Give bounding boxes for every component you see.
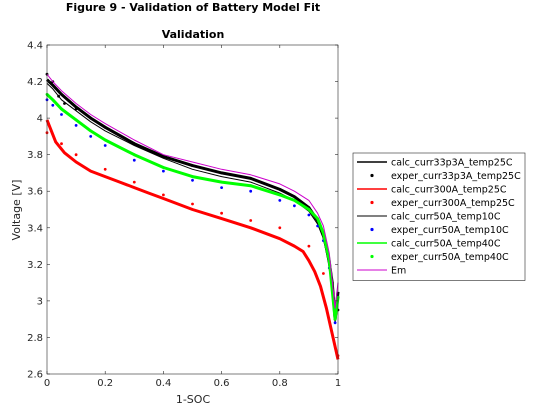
chart-title: Validation xyxy=(162,28,225,41)
axes-box xyxy=(46,44,339,375)
series-3-point xyxy=(191,202,194,206)
axes: 0 0.2 0.4 0.6 0.8 1 2.6 2.8 3 3.2 3.4 3.6 3.8 4 4.2 4.4 xyxy=(27,41,341,390)
series-7-point xyxy=(103,138,107,142)
plot-area xyxy=(45,45,340,374)
series-3-point xyxy=(60,142,63,146)
series-5-point xyxy=(333,321,337,325)
legend-label: calc_curr50A_temp40C xyxy=(391,238,501,249)
legend-label: exper_curr50A_temp40C xyxy=(391,252,509,263)
x-tick-label: 0 xyxy=(44,378,50,389)
series-1-point xyxy=(103,125,107,129)
series-1-point xyxy=(191,164,194,168)
legend-label: calc_curr33p3A_temp25C xyxy=(391,157,513,168)
x-tick-label: 0.6 xyxy=(214,378,230,389)
x-tick-label: 0.4 xyxy=(155,378,171,389)
legend-label: exper_curr300A_temp25C xyxy=(391,198,515,209)
series-7-point xyxy=(249,184,253,188)
series-5-point xyxy=(249,189,253,193)
legend-swatch-dot xyxy=(370,227,374,232)
figure-title: Figure 9 - Validation of Battery Model F… xyxy=(66,1,320,14)
series-3-point xyxy=(162,193,165,197)
series-5-point xyxy=(132,158,136,162)
x-tick-label: 0.2 xyxy=(97,378,113,389)
series-1-point xyxy=(249,177,253,180)
series-5-point xyxy=(162,169,165,173)
y-tick-label: 3.6 xyxy=(27,187,43,198)
series-5-point xyxy=(60,113,63,116)
series-3-point xyxy=(103,167,107,171)
series-7-point xyxy=(162,166,165,169)
x-axis-label: 1-SOC xyxy=(176,393,211,406)
series-3-point xyxy=(249,219,253,222)
series-3-point xyxy=(322,272,325,275)
y-axis-label: Voltage [V] xyxy=(10,180,23,241)
series-3-point xyxy=(132,180,136,184)
series-5-point xyxy=(74,124,78,127)
y-tick-label: 3.8 xyxy=(27,150,43,161)
series-5-point xyxy=(191,178,194,182)
legend-label: exper_curr33p3A_temp25C xyxy=(391,171,521,182)
series-7-point xyxy=(74,118,78,122)
legend-label: calc_curr50A_temp10C xyxy=(391,211,501,222)
y-tick-label: 3.4 xyxy=(27,223,43,234)
series-line-2 xyxy=(45,119,340,360)
series-3-point xyxy=(220,211,224,215)
series-7-point xyxy=(191,175,194,179)
y-tick-label: 3 xyxy=(37,296,43,307)
legend-label: Em xyxy=(391,265,406,276)
legend: calc_curr33p3A_temp25C exper_curr33p3A_te… xyxy=(352,152,526,281)
x-tick-label: 0.8 xyxy=(272,378,288,389)
y-tick-label: 4.2 xyxy=(27,77,43,88)
series-line-8 xyxy=(46,73,339,309)
series-1-point xyxy=(220,171,224,175)
legend-swatch-dot xyxy=(370,173,374,178)
series-3-point xyxy=(74,153,78,157)
series-1-point xyxy=(278,188,282,191)
series-7-point xyxy=(132,153,136,157)
y-tick-label: 3.2 xyxy=(27,260,43,271)
series-1-point xyxy=(162,155,165,158)
series-1-point xyxy=(89,116,93,120)
series-3-point xyxy=(278,226,282,230)
y-tick-label: 2.6 xyxy=(27,370,43,381)
series-5-point xyxy=(103,144,107,147)
y-tick-label: 4 xyxy=(37,114,43,125)
y-tick-label: 4.4 xyxy=(27,41,43,52)
series-5-point xyxy=(293,204,296,208)
legend-label: calc_curr300A_temp25C xyxy=(391,184,507,195)
series-5-point xyxy=(316,224,319,228)
legend-swatch-dot xyxy=(370,200,374,205)
series-7-point xyxy=(322,231,325,235)
x-tick-label: 1 xyxy=(335,378,341,389)
series-1-point xyxy=(132,142,136,146)
series-5-point xyxy=(220,186,224,190)
series-5-point xyxy=(51,103,55,107)
legend-box xyxy=(352,152,526,281)
series-5-point xyxy=(278,199,282,202)
series-3-point xyxy=(307,244,311,248)
y-tick-label: 2.8 xyxy=(27,333,43,344)
legend-swatch-dot xyxy=(370,254,374,259)
series-7-point xyxy=(60,107,63,111)
series-7-point xyxy=(307,208,311,211)
series-5-point xyxy=(89,135,93,138)
legend-label: exper_curr50A_temp10C xyxy=(391,225,509,236)
series-7-point xyxy=(278,193,282,197)
series-5-point xyxy=(307,213,311,217)
series-7-point xyxy=(220,180,224,184)
